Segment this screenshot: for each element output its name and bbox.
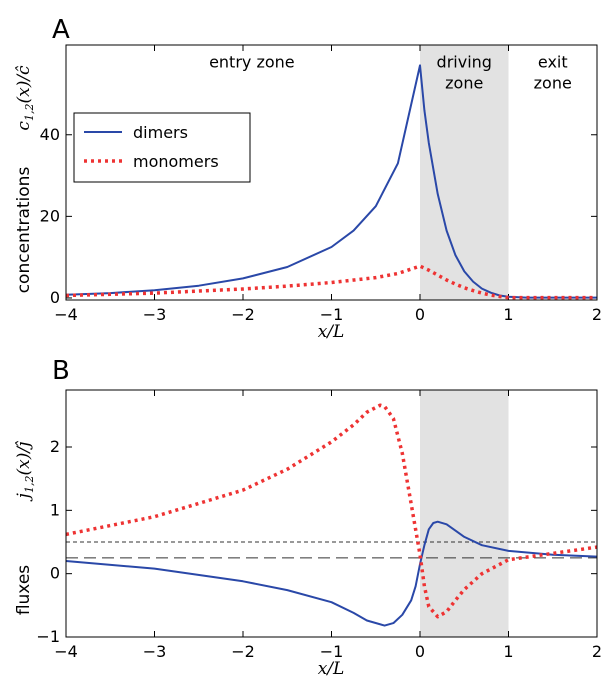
panel-b-y-axis-math-label: j1,2(x)/ĵ <box>14 440 36 502</box>
panel-b: B −4 −3 −2 −1 0 1 2 −1 0 1 2 x/L fluxes j1,2(x)/ĵ <box>14 356 602 679</box>
panel-a-x-axis-label: x/L <box>318 322 345 342</box>
legend-box <box>73 112 251 183</box>
series-monomers-line <box>65 264 597 300</box>
legend-monomers-label: monomers <box>133 152 219 171</box>
panel-a-letter: A <box>52 15 70 45</box>
x-tick-label: 2 <box>592 305 602 324</box>
legend-dimers-label: dimers <box>133 123 188 142</box>
x-tick-label: −2 <box>231 642 255 661</box>
series-monomers-line <box>65 403 598 619</box>
panel-b-x-axis-label: x/L <box>318 659 345 679</box>
x-tick-label: −4 <box>54 305 78 324</box>
panel-b-y-ticks: −1 0 1 2 <box>36 437 597 646</box>
panel-a-zone-labels: entry zone driving zone exit zone <box>209 52 572 92</box>
zone-label: entry zone <box>209 52 295 71</box>
x-tick-label: 2 <box>592 642 602 661</box>
x-tick-label: 1 <box>503 642 513 661</box>
y-tick-label: 0 <box>50 564 60 583</box>
y-tick-label: 40 <box>40 125 60 144</box>
x-tick-label: 0 <box>415 305 425 324</box>
panel-a-y-ticks: 0 20 40 <box>40 125 597 307</box>
panel-b-frame <box>65 389 598 638</box>
x-tick-label: −1 <box>320 642 344 661</box>
panel-b-x-ticks: −4 −3 −2 −1 0 1 2 <box>54 390 602 661</box>
series-dimers-line <box>65 520 598 627</box>
panel-a: A −4 −3 −2 −1 0 1 2 0 20 40 entry zone driving zon… <box>14 15 602 342</box>
zone-label: zone <box>445 74 483 93</box>
y-tick-label: 1 <box>50 500 60 519</box>
panel-b-driving-zone-shading <box>420 390 509 637</box>
panel-b-reference-lines <box>66 541 597 559</box>
y-tick-label: 2 <box>50 437 60 456</box>
panel-b-letter: B <box>52 356 70 386</box>
panel-a-frame <box>65 44 598 301</box>
panel-a-y-axis-math-label: c1,2(x)/ĉ <box>14 65 36 131</box>
panel-a-legend: dimers monomers <box>73 112 251 183</box>
y-tick-label: 20 <box>40 206 60 225</box>
zone-label: driving <box>437 52 492 71</box>
x-tick-label: −1 <box>320 305 344 324</box>
x-tick-label: 1 <box>503 305 513 324</box>
panel-a-series <box>65 64 597 300</box>
x-tick-label: −4 <box>54 642 78 661</box>
zone-label: exit <box>538 52 568 71</box>
x-tick-label: −3 <box>143 642 167 661</box>
panel-b-y-axis-label: fluxes <box>14 565 34 615</box>
panel-a-x-ticks: −4 −3 −2 −1 0 1 2 <box>54 45 602 324</box>
x-tick-label: −3 <box>143 305 167 324</box>
panel-a-y-axis-label: concentrations <box>14 167 34 294</box>
y-tick-label: 0 <box>50 288 60 307</box>
x-tick-label: −2 <box>231 305 255 324</box>
x-tick-label: 0 <box>415 642 425 661</box>
zone-label: zone <box>534 74 572 93</box>
y-tick-label: −1 <box>36 627 60 646</box>
panel-b-series <box>65 403 598 627</box>
